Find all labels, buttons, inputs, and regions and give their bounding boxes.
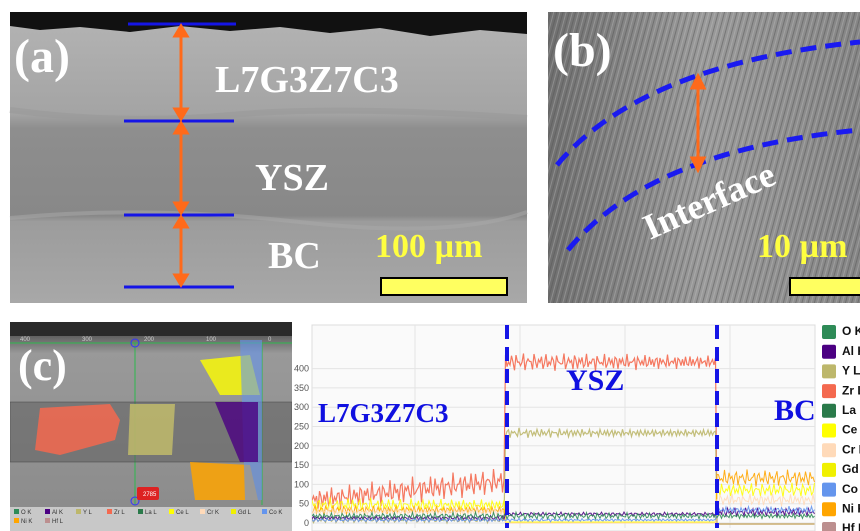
region-label: BC [774, 394, 816, 427]
layer-label: L7G3Z7C3 [215, 59, 399, 101]
legend: O K Al K Y L Zr L La L Ce L Cr K Gd L Co K Ni K Hf… [822, 324, 860, 531]
thickness-arrow [689, 72, 707, 174]
image-tick: 0 [268, 337, 272, 343]
boundary-curve [566, 127, 860, 252]
panel-a: (a) L7G3Z7C3 YSZ BC 100 µm [9, 12, 528, 303]
legend-swatch [76, 509, 81, 514]
legend-swatch [138, 509, 143, 514]
legend-label: Gd L [842, 462, 860, 476]
legend-label: Hf L [842, 521, 860, 531]
top-edge [10, 12, 527, 36]
legend-swatch [231, 509, 236, 514]
image-tick: 400 [20, 337, 31, 343]
y-tick-label: 50 [299, 499, 309, 509]
legend-label: Al K [842, 344, 860, 358]
y-tick-label: 350 [294, 383, 309, 393]
legend-label: Y L [842, 364, 860, 378]
legend-swatch [14, 518, 19, 523]
legend-label: Zr L [842, 383, 860, 397]
legend-label: Co K [842, 482, 860, 496]
image-tick: 100 [206, 337, 217, 343]
profile-trace [312, 510, 815, 522]
legend-label: O K [842, 324, 860, 338]
image-legend-label: La L [145, 510, 157, 516]
profile-trace [312, 504, 815, 523]
legend-swatch [822, 522, 836, 531]
thickness-arrows [172, 23, 190, 288]
y-tick-label: 300 [294, 402, 309, 412]
legend-label: Ni K [842, 501, 860, 515]
panel-label: (b) [553, 24, 612, 77]
y-tick-label: 100 [294, 479, 309, 489]
region-label: YSZ [566, 364, 624, 397]
image-legend-label: Zr L [114, 510, 125, 516]
layer-label: YSZ [255, 157, 329, 199]
image-legend-label: Ce L [176, 510, 189, 516]
image-legend-label: O K [21, 510, 31, 516]
image-legend-label: Al K [52, 510, 63, 516]
legend-label: La L [842, 403, 860, 417]
legend-swatch [169, 509, 174, 514]
legend-swatch [14, 509, 19, 514]
panel-label: (a) [14, 30, 70, 83]
y-tick-label: 150 [294, 460, 309, 470]
y-tick-label: 400 [294, 364, 309, 374]
profile-plot: 0 50 100 150 200 250 300 350 400 L7G3Z7C3 YSZ BC [294, 324, 816, 531]
sem-image [10, 12, 527, 303]
image-legend-label: Ni K [21, 519, 32, 525]
image-legend-label: Co K [269, 510, 282, 516]
legend-swatch [107, 509, 112, 514]
boundary-lines [124, 22, 236, 289]
region-label: L7G3Z7C3 [318, 398, 449, 428]
profile-trace [312, 482, 815, 523]
image-tick: 200 [144, 337, 155, 343]
legend-swatch [822, 403, 836, 418]
image-tick: 300 [82, 337, 93, 343]
legend-label: Cr K [842, 442, 860, 456]
legend-swatch [822, 423, 836, 438]
legend-swatch [822, 443, 836, 458]
layer-label: BC [268, 235, 321, 277]
image-legend-label: Cr K [207, 510, 219, 516]
legend-swatch [822, 384, 836, 399]
profile-trace [312, 427, 815, 525]
legend-swatch [822, 325, 836, 339]
legend-swatch [822, 502, 836, 517]
boundary-curve [555, 39, 860, 167]
legend-swatch [45, 509, 50, 514]
legend-swatch [822, 482, 836, 497]
scale-text: 100 µm [375, 228, 482, 265]
panel-c-image [10, 322, 292, 531]
panel-b: (b) Interface 10 µm [548, 12, 860, 303]
panel-label: (c) [18, 341, 67, 390]
marker-label: 2785 [143, 492, 157, 498]
legend-swatch [822, 364, 836, 379]
image-legend-label: Y L [83, 510, 93, 516]
y-tick-label: 250 [294, 422, 309, 432]
image-legend-label: Hf L [52, 519, 64, 525]
legend-swatch [822, 462, 836, 477]
y-tick-label: 200 [294, 441, 309, 451]
image-legend-label: Gd L [238, 510, 252, 516]
profile-trace [312, 493, 815, 524]
y-tick-label: 0 [304, 518, 309, 528]
legend-swatch [822, 344, 836, 359]
legend-label: Ce L [842, 423, 860, 437]
legend-swatch [45, 518, 50, 523]
scale-bar [380, 277, 508, 296]
legend-swatch [262, 509, 267, 514]
scale-text: 10 µm [757, 228, 847, 265]
legend-swatch [200, 509, 205, 514]
scale-bar [789, 277, 860, 296]
